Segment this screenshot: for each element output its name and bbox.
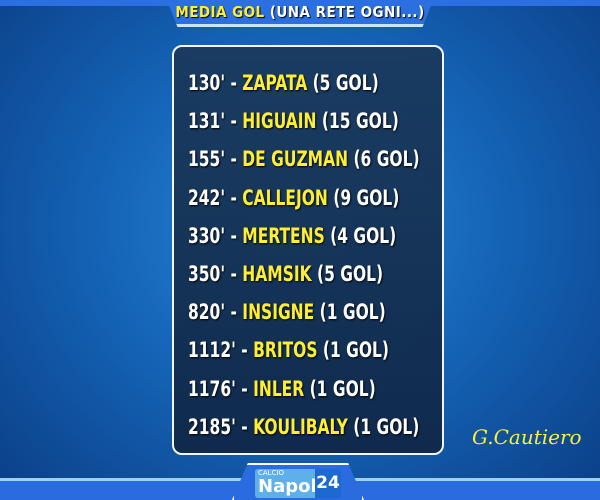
minutes: 2185' (188, 414, 236, 439)
player-name: INSIGNE (242, 300, 315, 325)
header-banner: MEDIA GOL (UNA RETE OGNI...) (166, 0, 434, 27)
list-item: 242' - CALLEJON (9 GOL) (188, 185, 400, 210)
minutes: 820' (188, 300, 226, 325)
minutes: 350' (188, 261, 226, 286)
player-name: DE GUZMAN (242, 147, 349, 172)
list-item: 130' - ZAPATA (5 GOL) (188, 71, 379, 95)
goal-count: (6 GOL) (353, 147, 420, 172)
list-item: 1112' - BRITOS (1 GOL) (188, 338, 389, 363)
logo-main-text: Napoli (258, 476, 323, 497)
title-rest: (UNA RETE OGNI...) (269, 3, 425, 21)
player-name: CALLEJON (242, 185, 328, 210)
list-item: 820' - INSIGNE (1 GOL) (188, 300, 386, 325)
goal-count: (1 GOL) (353, 414, 420, 439)
logo-number: 24 (315, 469, 341, 498)
list-item: 330' - MERTENS (4 GOL) (188, 223, 397, 248)
goal-count: (4 GOL) (330, 223, 397, 248)
player-name: ZAPATA (242, 71, 308, 95)
list-item: 2185' - KOULIBALY (1 GOL) (188, 414, 420, 439)
list-item: 350' - HAMSIK (5 GOL) (188, 261, 384, 286)
signature: G.Cautiero (472, 425, 582, 449)
player-name: HAMSIK (242, 261, 312, 286)
minutes: 155' (188, 147, 226, 172)
player-name: KOULIBALY (253, 414, 348, 439)
player-name: HIGUAIN (242, 109, 317, 134)
list-item: 155' - DE GUZMAN (6 GOL) (188, 147, 420, 172)
goal-count: (1 GOL) (322, 338, 389, 363)
list-item: 131' - HIGUAIN (15 GOL) (188, 109, 399, 134)
goal-count: (5 GOL) (317, 261, 384, 286)
stats-list: 130' - ZAPATA (5 GOL) 131' - HIGUAIN (15 … (188, 64, 458, 446)
goal-count: (5 GOL) (312, 71, 379, 95)
player-name: MERTENS (242, 223, 325, 248)
player-name: INLER (253, 376, 305, 401)
calcio-napoli-24-logo: CALCIO Napoli 24 (255, 469, 341, 498)
logo-small-text: CALCIO (258, 469, 285, 477)
goal-count: (1 GOL) (319, 300, 386, 325)
minutes: 1112' (188, 338, 236, 363)
list-item: 1176' - INLER (1 GOL) (188, 376, 376, 401)
minutes: 242' (188, 185, 226, 210)
minutes: 330' (188, 223, 226, 248)
minutes: 130' (188, 71, 226, 95)
goal-count: (9 GOL) (333, 185, 400, 210)
goal-count: (15 GOL) (321, 109, 399, 134)
stats-panel (172, 45, 444, 455)
minutes: 1176' (188, 376, 236, 401)
player-name: BRITOS (253, 338, 318, 363)
minutes: 131' (188, 109, 226, 134)
goal-count: (1 GOL) (309, 376, 376, 401)
title-highlight: MEDIA GOL (175, 3, 265, 21)
